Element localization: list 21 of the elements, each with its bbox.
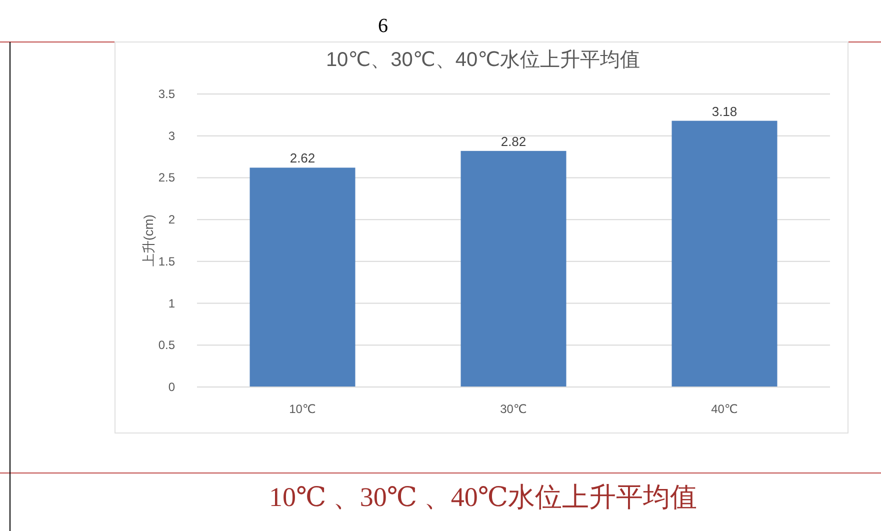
y-tick-label: 0.5 bbox=[158, 338, 176, 352]
x-tick-label: 40℃ bbox=[711, 402, 738, 416]
x-tick-label: 30℃ bbox=[500, 402, 527, 416]
bar bbox=[250, 168, 356, 387]
data-label: 3.18 bbox=[712, 104, 738, 119]
y-tick-label: 1.5 bbox=[158, 254, 176, 268]
bar bbox=[460, 150, 566, 387]
y-tick-label: 3.5 bbox=[158, 87, 176, 101]
y-axis-title: 上升(cm) bbox=[141, 214, 156, 266]
y-tick-label: 2 bbox=[168, 212, 176, 227]
text: 6 bbox=[378, 15, 388, 37]
y-tick-label: 0 bbox=[168, 380, 176, 394]
data-label: 2.82 bbox=[500, 134, 526, 149]
bar bbox=[672, 120, 778, 387]
y-tick-label: 1 bbox=[168, 296, 176, 310]
x-tick-label: 10℃ bbox=[289, 402, 316, 416]
text: 10℃ 、30℃ 、40℃水位上升平均值 bbox=[268, 482, 698, 512]
y-tick-label: 2.5 bbox=[158, 170, 176, 185]
chart-title: 10℃、30℃、40℃水位上升平均值 bbox=[326, 49, 640, 71]
y-tick-label: 3 bbox=[168, 128, 176, 143]
data-label: 2.62 bbox=[290, 150, 316, 166]
